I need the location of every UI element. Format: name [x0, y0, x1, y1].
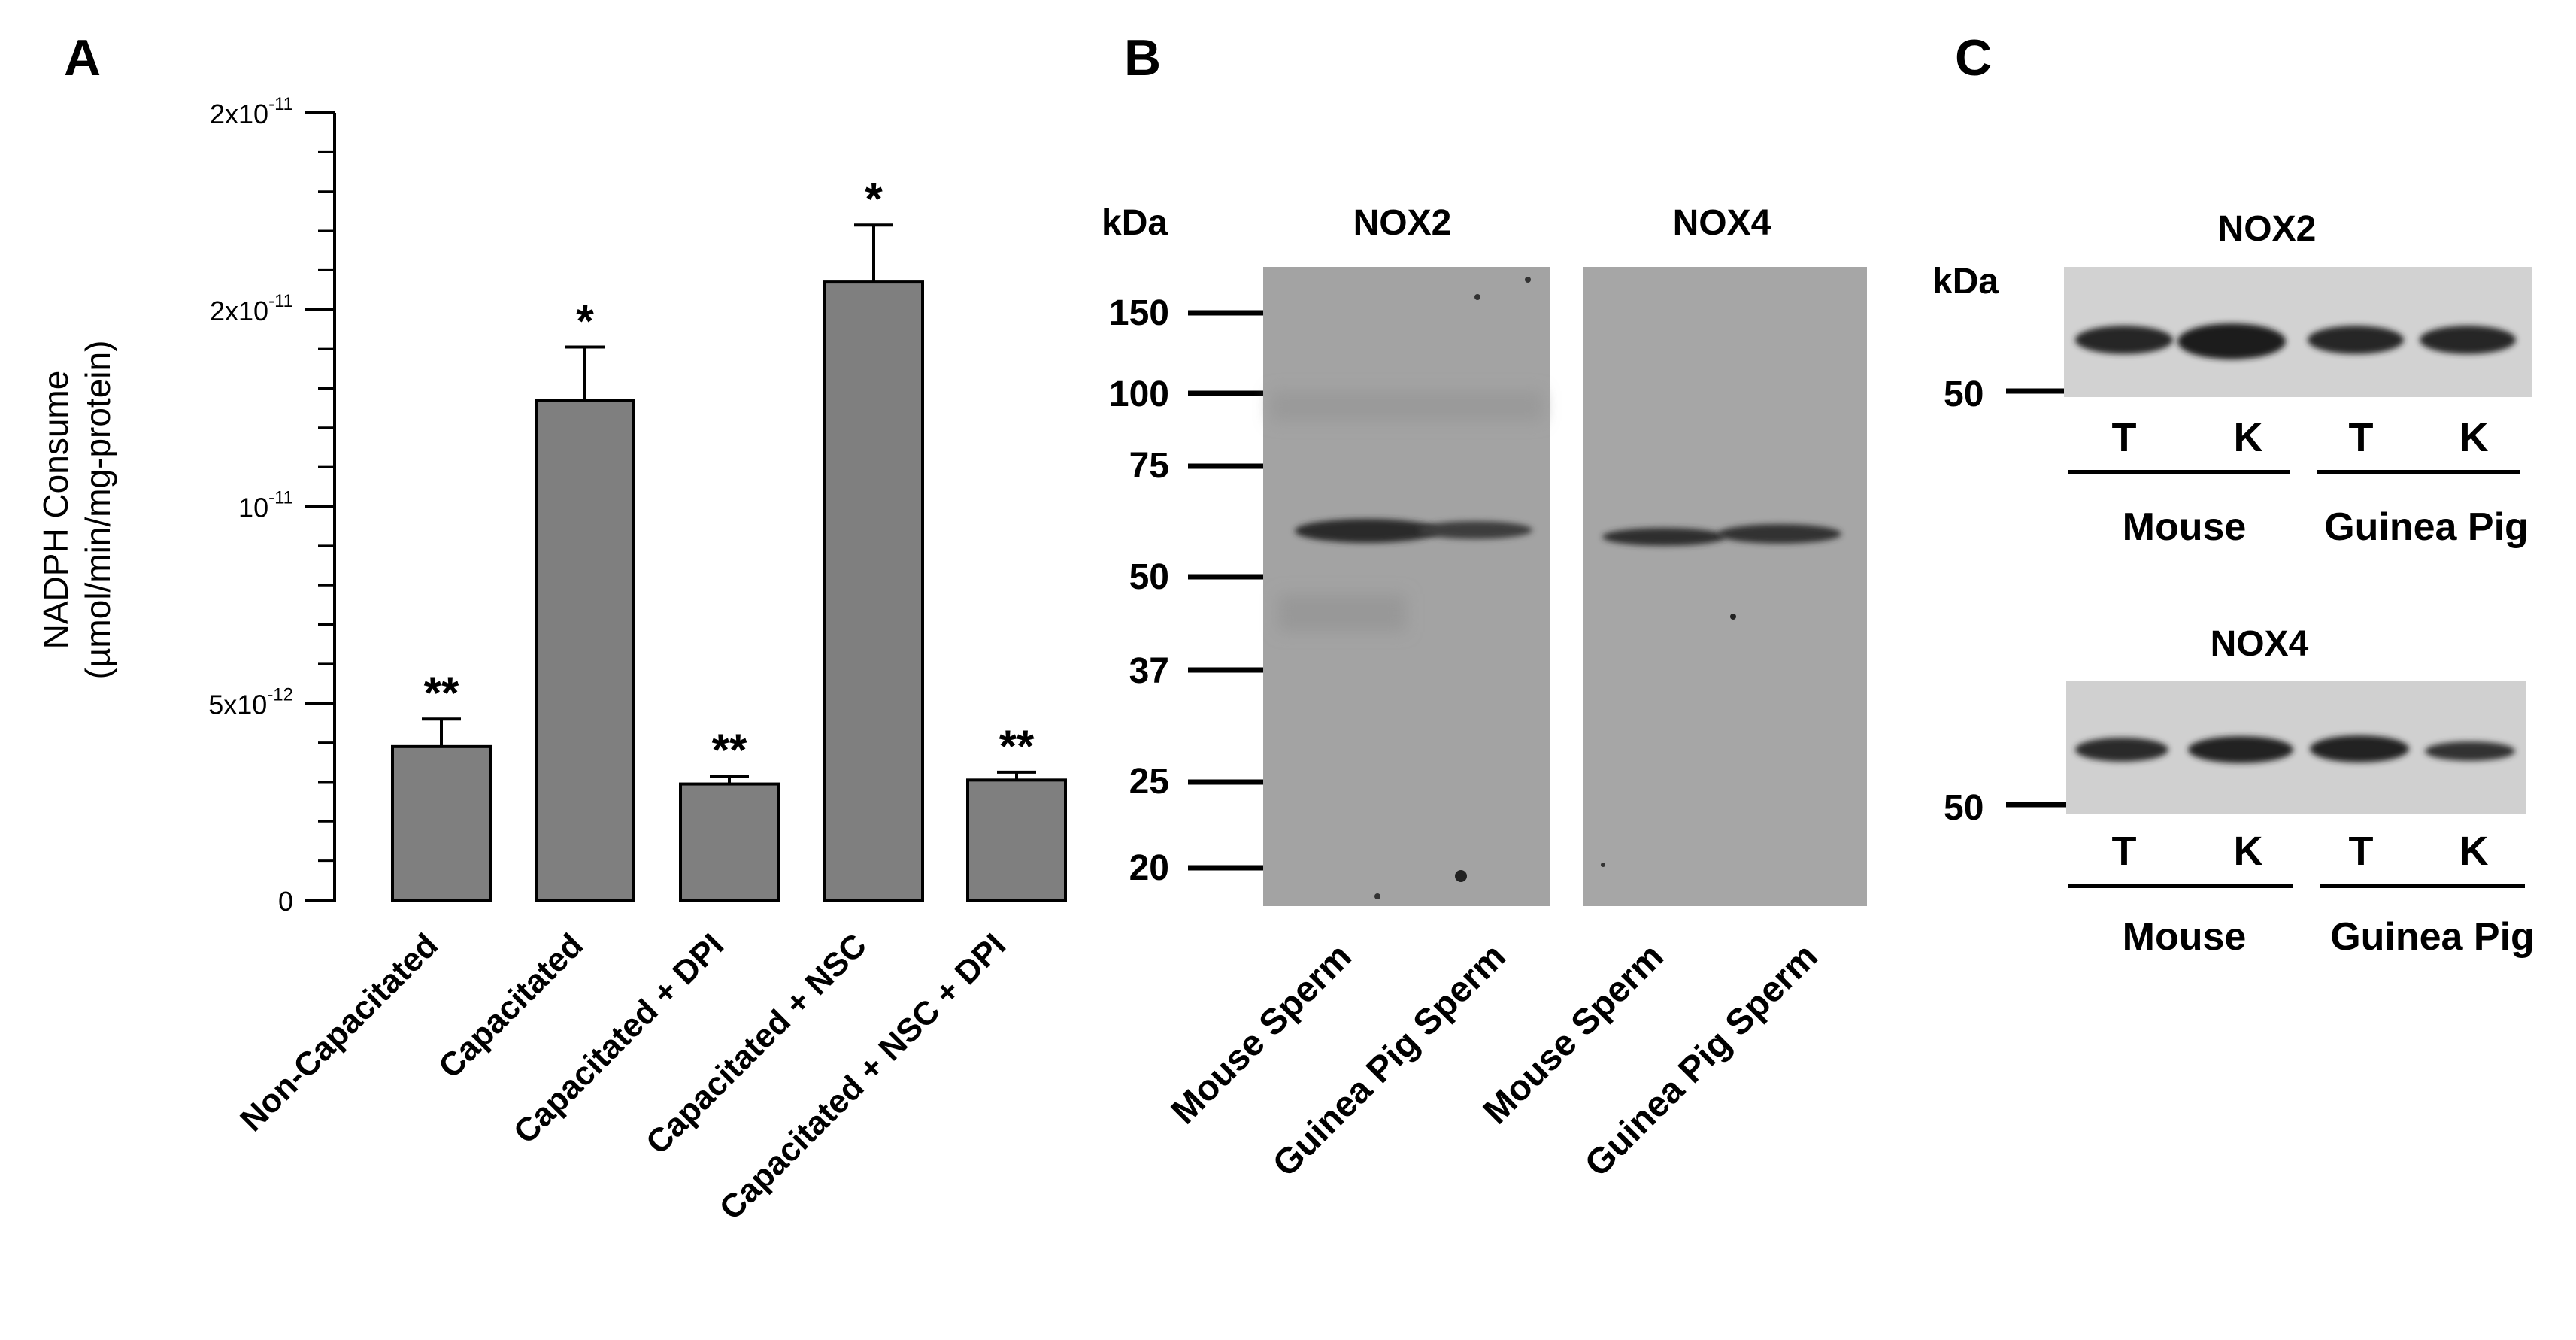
group-label-guinea-pig: Guinea Pig — [2330, 915, 2535, 959]
x-tick-label: Capacitated + NSC + DPI — [713, 926, 1013, 1226]
marker-label: 150 — [1109, 293, 1169, 333]
y-tick-label: 10-11 — [238, 488, 293, 523]
y-axis-title: NADPH Consume (µmol/min/mg-protein) — [36, 341, 117, 680]
blot-c-lanes-nox2: T K T K — [2112, 415, 2489, 460]
marker-label: 25 — [1129, 762, 1169, 802]
marker-label: 20 — [1129, 848, 1169, 888]
y-axis-title-line1: NADPH Consume — [36, 371, 75, 650]
bar — [679, 782, 780, 902]
y-tick-label: 2x10-11 — [210, 94, 293, 129]
blot-b-lane-labels: Mouse Sperm Guinea Pig Sperm Mouse Sperm… — [1164, 936, 1826, 1184]
group-label-mouse: Mouse — [2123, 505, 2247, 549]
x-tick-label: Non-Capacitated — [233, 926, 445, 1138]
blot-c-title-nox2: NOX2 — [2218, 209, 2317, 249]
blot-b-nox2-membrane — [1263, 267, 1550, 906]
marker-label: 37 — [1129, 651, 1169, 691]
marker-label: 50 — [1129, 557, 1169, 597]
blot-c-kda-label: kDa — [1932, 262, 1999, 302]
bar — [535, 399, 635, 902]
group-label-mouse: Mouse — [2123, 915, 2247, 959]
bars: ******** — [391, 174, 1067, 902]
lane-t: T — [2112, 829, 2137, 874]
band-c-nox4-guineapig-k — [2425, 741, 2515, 761]
y-axis-ticks: 0 5x10-12 10-11 2x10-11 2x10-11 — [208, 94, 335, 917]
marker-label: 75 — [1129, 446, 1169, 486]
blot-b-title-nox4: NOX4 — [1673, 203, 1771, 243]
band-nox4-guinea-pig — [1718, 524, 1841, 544]
blot-c-lanes-nox4: T K T K — [2112, 829, 2489, 874]
significance-marker: ** — [999, 721, 1035, 772]
bar — [391, 744, 492, 902]
blot-b-title-nox2: NOX2 — [1353, 203, 1452, 243]
lane-t: T — [2349, 829, 2374, 874]
blot-c-title-nox4: NOX4 — [2211, 624, 2309, 664]
y-tick-label: 0 — [278, 886, 293, 917]
blot-c-marker-label-nox2: 50 — [1944, 374, 1984, 414]
band-c-nox2-guineapig-t — [2308, 326, 2404, 354]
group-label-guinea-pig: Guinea Pig — [2324, 505, 2529, 549]
y-axis-title-line2: (µmol/min/mg-protein) — [78, 341, 117, 680]
blot-b-kda-label: kDa — [1102, 203, 1168, 243]
x-tick-label: Capacitated — [432, 926, 590, 1085]
band-c-nox2-mouse-t — [2075, 326, 2173, 354]
blot-b-nox4-membrane — [1583, 267, 1867, 906]
band-c-nox2-mouse-k — [2177, 323, 2286, 359]
lane-k: K — [2234, 829, 2263, 874]
band-nox2-mouse — [1295, 519, 1439, 543]
significance-marker: * — [576, 296, 594, 346]
band-nox4-mouse — [1602, 528, 1726, 546]
lane-k: K — [2459, 829, 2489, 874]
panel-label-b: B — [1124, 29, 1161, 86]
bar — [966, 778, 1067, 902]
lane-k: K — [2459, 415, 2489, 460]
band-c-nox4-mouse-t — [2075, 738, 2168, 762]
lane-t: T — [2349, 415, 2374, 460]
blot-c-nox2-membrane — [2064, 267, 2532, 397]
blot-b-markers: 150 100 75 50 37 25 20 — [1109, 293, 1263, 888]
panel-label-c: C — [1955, 29, 1992, 86]
band-nox2-guinea-pig — [1418, 521, 1532, 539]
lane-k: K — [2234, 415, 2263, 460]
y-tick-label: 2x10-11 — [210, 291, 293, 326]
significance-marker: ** — [424, 668, 459, 718]
band-c-nox2-guineapig-k — [2420, 326, 2516, 354]
blot-c-marker-label-nox4: 50 — [1944, 788, 1984, 828]
band-c-nox4-guineapig-t — [2310, 735, 2409, 762]
panel-label-a: A — [64, 29, 101, 86]
significance-marker: * — [865, 174, 883, 224]
lane-t: T — [2112, 415, 2137, 460]
significance-marker: ** — [712, 725, 747, 775]
y-tick-label: 5x10-12 — [208, 684, 293, 720]
bar — [823, 280, 924, 902]
blot-c-nox4-membrane — [2066, 681, 2526, 814]
band-c-nox4-mouse-k — [2188, 736, 2293, 763]
marker-label: 100 — [1109, 374, 1169, 414]
